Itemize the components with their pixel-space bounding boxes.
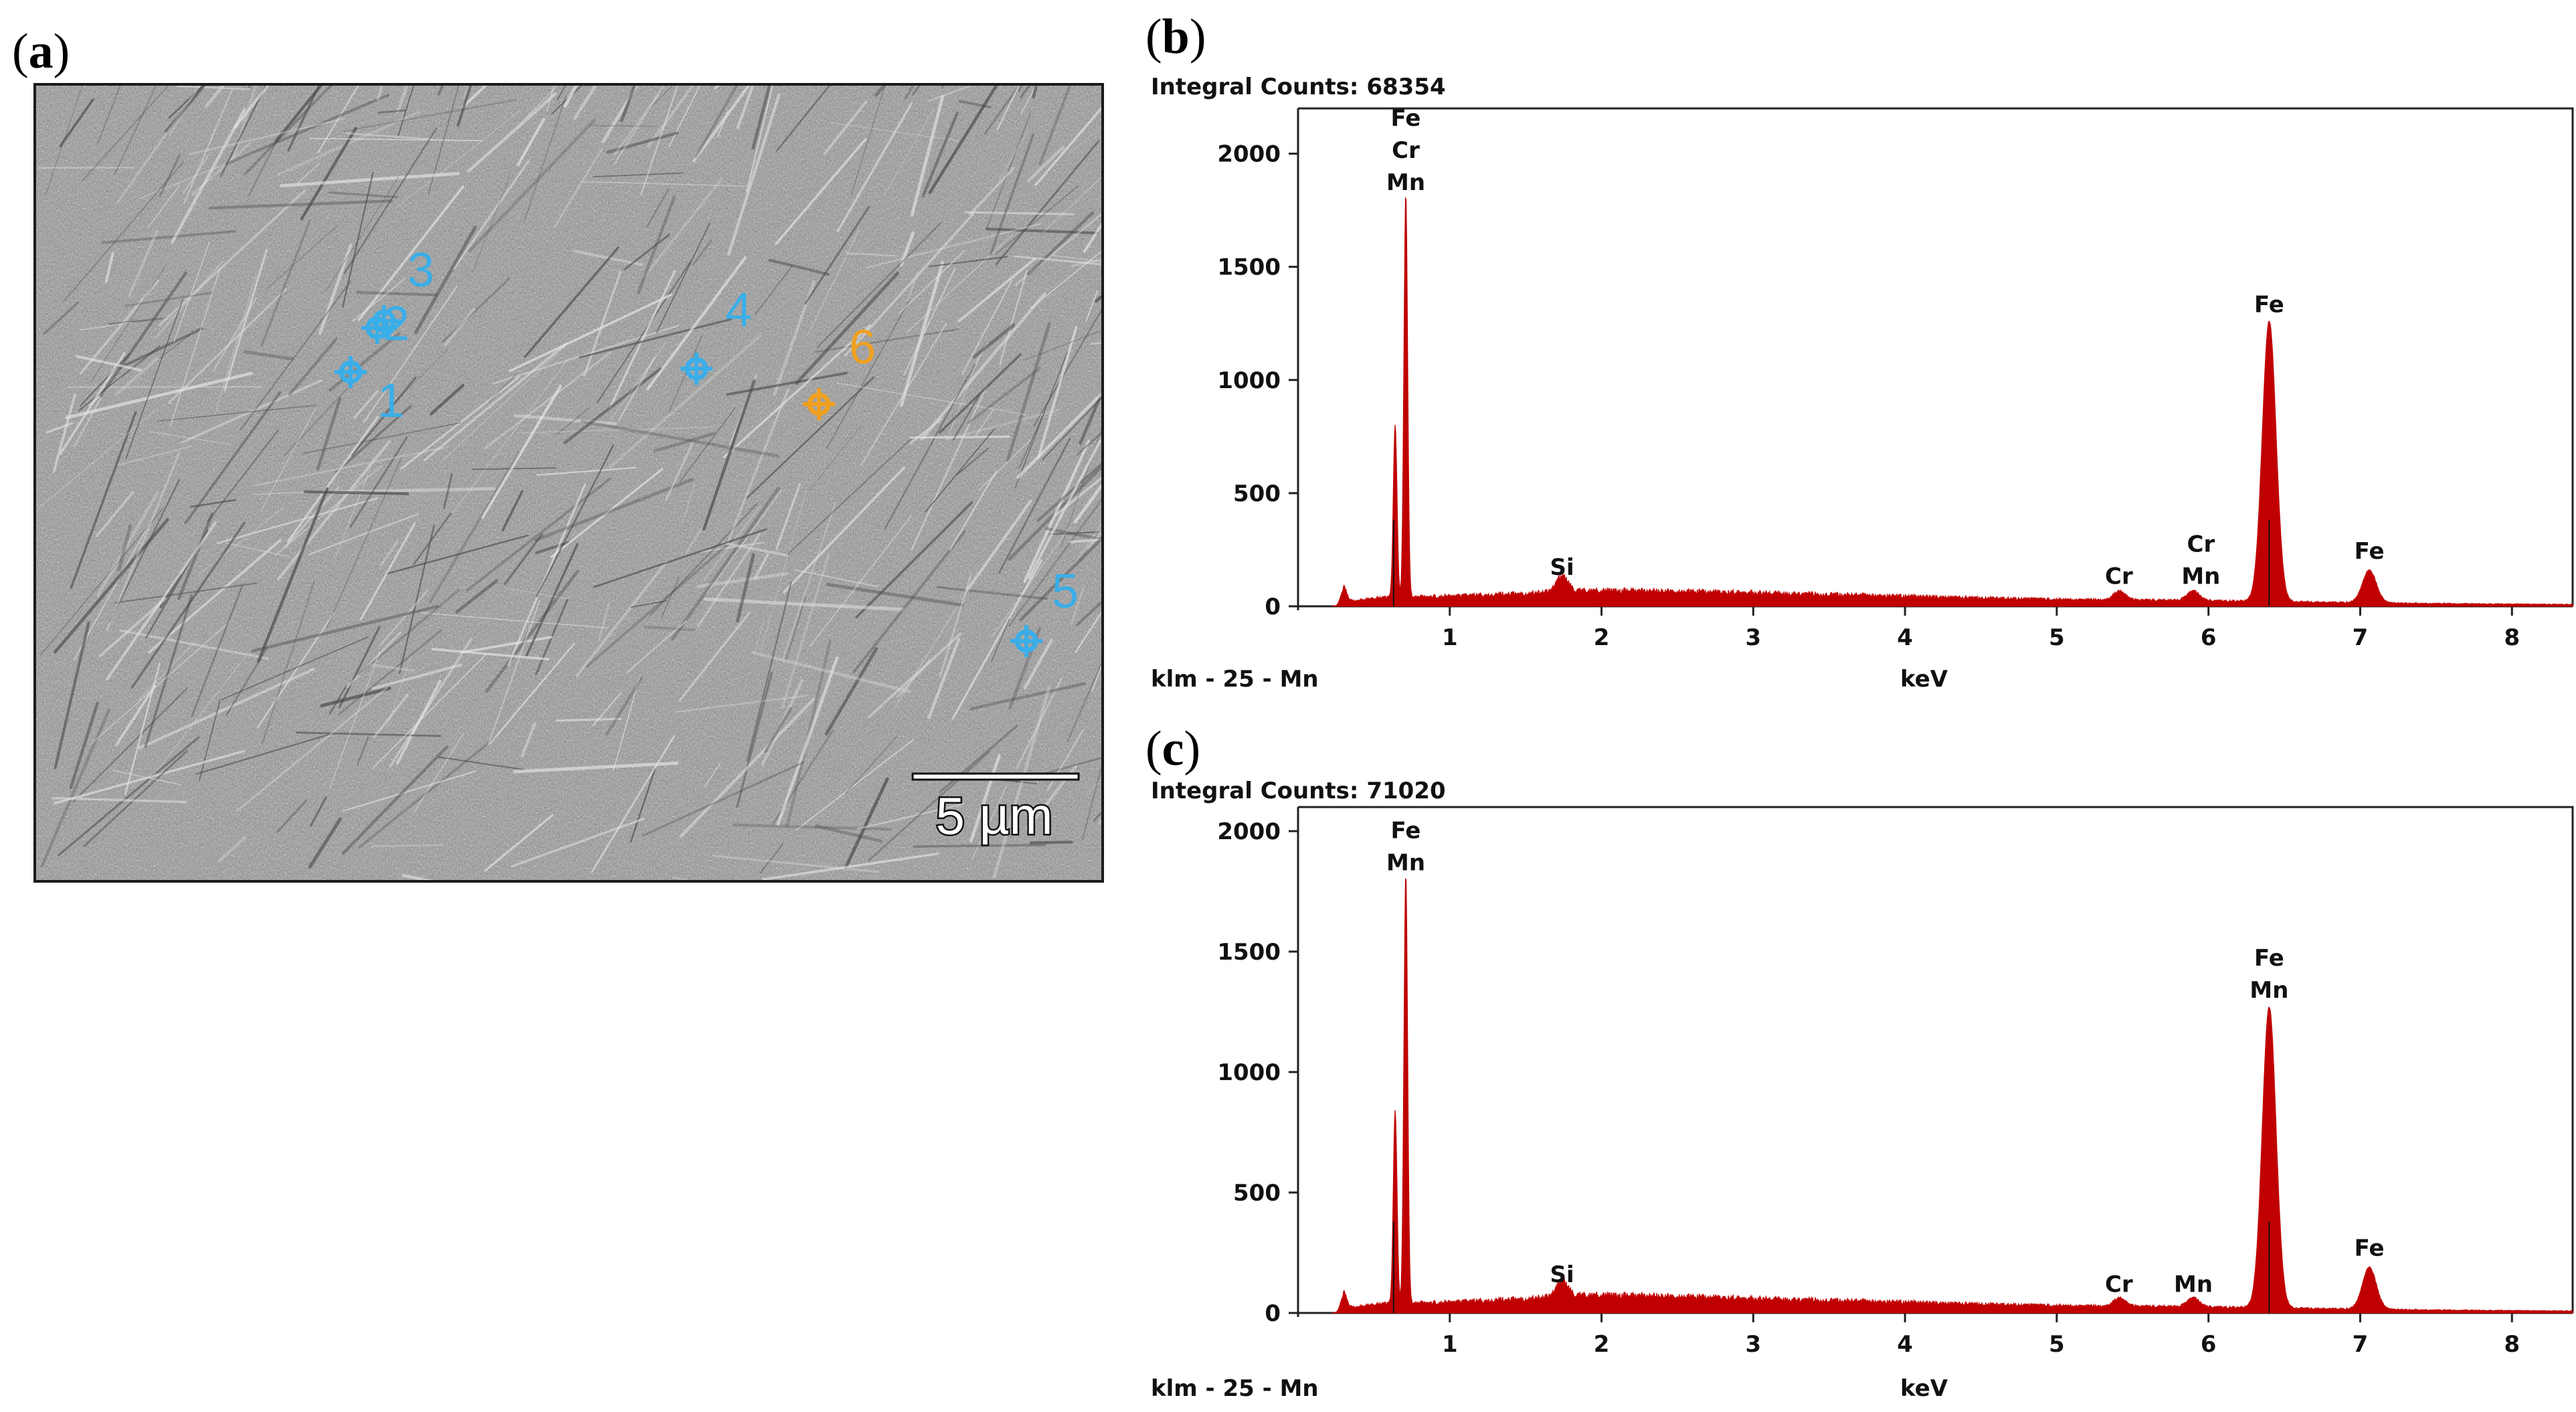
peak-annotation: Cr <box>1392 137 1420 164</box>
x-tick-label: 4 <box>1897 1331 1913 1358</box>
peak-annotation: Mn <box>2181 563 2220 590</box>
x-tick-label: 7 <box>2353 624 2369 651</box>
y-tick-label: 1500 <box>1217 254 1281 281</box>
y-tick-label: 0 <box>1265 594 1281 620</box>
y-tick-label: 1500 <box>1217 939 1281 966</box>
peak-annotation: Fe <box>1391 105 1421 132</box>
spectrum-plot: 0 500 1000 1500 2000 1 2 3 4 5 6 7 8 Fe Cr Mn Si Cr Cr Mn Fe… <box>1217 105 2574 651</box>
panel-label-b: (b) <box>1145 9 1206 64</box>
analysis-point-4: 4 <box>680 284 752 385</box>
peak-annotation: Si <box>1550 554 1574 581</box>
y-tick-label: 500 <box>1233 480 1281 507</box>
y-tick-label: 500 <box>1233 1180 1281 1207</box>
peak-annotation: Cr <box>2105 563 2133 590</box>
peak-annotation: Fe <box>1391 817 1421 844</box>
x-tick-label: 7 <box>2353 1331 2369 1358</box>
y-tick-label: 0 <box>1265 1300 1281 1327</box>
x-tick-label: 2 <box>1594 624 1610 651</box>
peak-annotation: Mn <box>2249 977 2288 1004</box>
plot-frame <box>1298 107 2574 606</box>
analysis-point-1: 1 <box>335 356 404 428</box>
spectrum-area <box>1331 878 2573 1314</box>
integral-counts-header: Integral Counts: 71020 <box>1151 778 1446 804</box>
panel-label-a: (a) <box>12 24 70 79</box>
analysis-point-3: 3 <box>368 244 434 337</box>
analysis-point-6: 6 <box>803 321 876 420</box>
x-tick-label: 5 <box>2049 624 2065 651</box>
y-tick-label: 1000 <box>1217 367 1281 394</box>
peak-annotation: Cr <box>2187 531 2215 557</box>
analysis-point-label: 2 <box>383 297 409 351</box>
peak-annotation: Mn <box>1386 169 1425 196</box>
peak-annotation: Fe <box>2254 945 2284 972</box>
analysis-point-label: 1 <box>377 374 404 428</box>
x-axis-label: keV <box>1900 666 1948 693</box>
spectrum-area <box>1331 197 2573 607</box>
y-tick-label: 2000 <box>1217 141 1281 168</box>
analysis-point-5: 5 <box>1010 565 1079 657</box>
peak-annotation: Cr <box>2105 1271 2133 1298</box>
integral-counts-header: Integral Counts: 68354 <box>1151 74 1446 100</box>
x-tick-label: 3 <box>1746 624 1762 651</box>
analysis-point-label: 5 <box>1052 565 1079 618</box>
x-tick-label: 2 <box>1594 1331 1610 1358</box>
peak-annotation: Mn <box>1386 849 1425 876</box>
peak-annotation: Fe <box>2355 1235 2385 1261</box>
x-tick-label: 1 <box>1442 624 1458 651</box>
eds-spectrum-b: Integral Counts: 68354 0 500 1000 1500 2000 1… <box>1137 74 2576 716</box>
analysis-point-label: 3 <box>407 244 434 297</box>
panel-label-c: (c) <box>1145 721 1201 776</box>
x-tick-label: 4 <box>1897 624 1913 651</box>
eds-spectrum-c: Integral Counts: 71020 0 500 1000 1500 2000 1… <box>1137 778 2576 1412</box>
spectrum-footer: klm - 25 - Mn <box>1151 666 1319 693</box>
plot-frame <box>1298 806 2574 1313</box>
peak-annotation: Mn <box>2174 1271 2213 1298</box>
analysis-point-label: 4 <box>725 284 752 337</box>
x-tick-label: 6 <box>2201 1331 2217 1358</box>
x-tick-label: 6 <box>2201 624 2217 651</box>
scale-bar-label: 5 µm <box>936 786 1053 845</box>
x-tick-label: 5 <box>2049 1331 2065 1358</box>
analysis-point-label: 6 <box>849 321 876 374</box>
x-tick-label: 1 <box>1442 1331 1458 1358</box>
peak-annotation: Fe <box>2355 538 2385 565</box>
y-tick-label: 2000 <box>1217 818 1281 845</box>
scale-bar <box>911 772 1080 781</box>
x-tick-label: 8 <box>2504 624 2520 651</box>
peak-annotation: Si <box>1550 1261 1574 1288</box>
y-tick-label: 1000 <box>1217 1059 1281 1086</box>
x-tick-label: 8 <box>2504 1331 2520 1358</box>
spectrum-footer: klm - 25 - Mn <box>1151 1375 1319 1402</box>
x-tick-label: 3 <box>1746 1331 1762 1358</box>
peak-annotation: Fe <box>2254 292 2284 319</box>
spectrum-plot: 0 500 1000 1500 2000 1 2 3 4 5 6 7 8 Fe Mn Si Cr Mn Fe Mn Fe <box>1217 806 2574 1358</box>
x-axis-label: keV <box>1900 1375 1948 1402</box>
